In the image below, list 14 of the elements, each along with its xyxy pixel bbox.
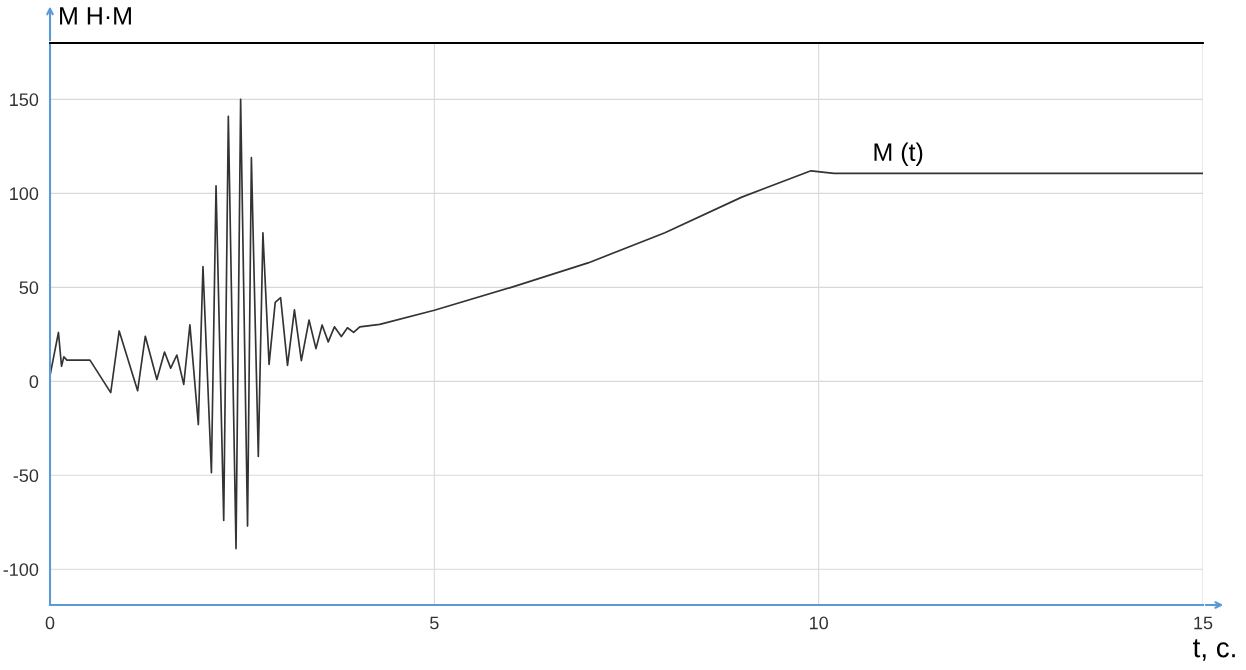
y-tick-label: 150 <box>10 93 39 107</box>
x-axis-title: t, с. <box>1193 639 1235 661</box>
x-tick-label: 15 <box>1194 616 1213 630</box>
line-series <box>50 98 1203 550</box>
x-tick-label: 0 <box>45 616 55 630</box>
y-tick-label: -100 <box>3 563 39 577</box>
y-tick-label: 0 <box>29 375 39 389</box>
y-axis-title: M Н·М <box>60 7 131 25</box>
series-label: M (t) <box>874 142 923 166</box>
x-tick-label: 5 <box>430 616 439 630</box>
y-tick-label: 100 <box>10 187 39 201</box>
y-tick-label: 50 <box>19 281 39 295</box>
y-tick-label: -50 <box>13 469 39 483</box>
x-tick-label: 10 <box>810 616 828 630</box>
